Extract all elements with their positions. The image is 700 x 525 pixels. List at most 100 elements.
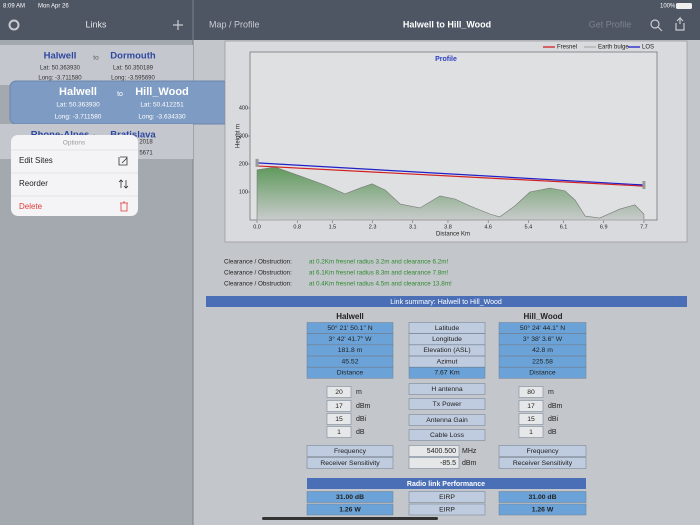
site-b-value: 225.58 [532, 358, 553, 365]
site-to: Dormouth [110, 51, 156, 62]
site-a-value: 181.8 m [338, 347, 363, 354]
site-b-input[interactable]: 1 [529, 429, 533, 436]
status-date: Mon Apr 26 [38, 4, 69, 10]
get-profile-button[interactable]: Get Profile [589, 19, 632, 29]
x-tick-label: 3.8 [444, 224, 452, 230]
legend-label: LOS [642, 45, 654, 51]
unit: m [356, 389, 362, 396]
site-b-input-box[interactable] [518, 400, 544, 412]
terrain-area [256, 166, 645, 221]
input-value[interactable]: 5400.500 [427, 448, 456, 455]
share-icon[interactable] [657, 16, 685, 32]
field-label: Frequency [334, 448, 367, 455]
legend-label: Fresnel [557, 45, 577, 51]
x-tick-label: 2.3 [369, 224, 377, 230]
site-b-value: Distance [529, 370, 556, 377]
search-icon[interactable] [650, 19, 660, 29]
field-label: Frequency [526, 448, 559, 455]
menu-item[interactable]: Delete [19, 202, 43, 211]
field-label: 7.67 Km [434, 370, 460, 377]
input-box[interactable] [408, 457, 460, 469]
site-a-input-box[interactable] [326, 413, 352, 425]
site-to: Bratislava [110, 130, 156, 141]
menu-item[interactable]: Edit Sites [19, 156, 53, 165]
site-a-input-box[interactable] [326, 386, 352, 398]
site-a-value: 3° 42' 41.7" W [328, 335, 372, 343]
site-b-value: 3° 38' 3.6" W [523, 335, 563, 343]
site-a-value-box [306, 367, 394, 379]
settings-icon[interactable] [8, 19, 20, 31]
battery-icon [676, 3, 692, 9]
series-line [257, 165, 644, 187]
site-to: Hill_Wood [135, 86, 189, 98]
site-b-input[interactable]: 80 [527, 389, 535, 396]
field-label: Longitude [432, 336, 462, 343]
lat: Lat: 50.412251 [140, 102, 184, 109]
x-tick-label: 0.8 [293, 224, 301, 230]
y-tick-label: 300 [239, 133, 248, 139]
to-word: to [117, 91, 123, 98]
site-b-input[interactable]: 15 [527, 416, 535, 423]
field-label-box [408, 429, 486, 441]
to-word: to [93, 55, 99, 62]
long: Long: -3.634330 [138, 114, 186, 121]
y-tick-label: 200 [239, 161, 248, 167]
antenna-marker [255, 158, 259, 167]
field-label: Antenna Gain [426, 417, 468, 424]
chart-title: Profile [435, 56, 457, 63]
field-label: Elevation (ASL) [423, 347, 470, 354]
menu-item[interactable]: Reorder [19, 179, 48, 188]
site-a-result: 31.00 dB [336, 494, 364, 501]
site-a-input[interactable]: 17 [335, 403, 343, 410]
trash-icon [120, 201, 128, 212]
site-b-input-box[interactable] [518, 426, 544, 438]
site-from: Halwell [59, 86, 97, 98]
add-icon[interactable] [173, 20, 183, 30]
menu-title: Options [63, 140, 86, 147]
unit: dBi [356, 416, 367, 423]
site-a-input[interactable]: 15 [335, 416, 343, 423]
site-b-input[interactable]: 17 [527, 403, 535, 410]
site-b-result: 31.00 dB [529, 494, 557, 501]
summary-title: Link summary: Halwell to Hill_Wood [390, 299, 502, 306]
field-label: Latitude [435, 325, 459, 332]
lat: Lat: 50.363930 [56, 102, 100, 109]
site-a-input-box[interactable] [326, 426, 352, 438]
site-b-input-box[interactable] [518, 386, 544, 398]
site-a-input-box[interactable] [326, 400, 352, 412]
site-b-value: 42.8 m [532, 347, 553, 354]
link-card-selected[interactable] [9, 80, 230, 125]
field-label-box [408, 414, 486, 426]
clearance-text: at 0.2Km fresnel radius 3.2m and clearan… [309, 259, 449, 266]
field-label: EIRP [439, 494, 455, 501]
lat: Lat: 50.363930 [40, 66, 81, 72]
antenna-marker [642, 181, 646, 189]
performance-title: Radio link Performance [407, 481, 485, 488]
status-time: 8:09 AM [3, 4, 25, 10]
site-a-input[interactable]: 20 [335, 389, 343, 396]
sidebar-title: Links [85, 19, 107, 29]
legend-label: Earth bulge [598, 45, 629, 51]
site-b-input-box[interactable] [518, 413, 544, 425]
field-label-box [408, 383, 486, 395]
x-tick-label: 4.6 [484, 224, 492, 230]
input-box[interactable] [408, 445, 460, 457]
site-a-value: Distance [337, 370, 364, 377]
site-a-result-box [306, 503, 394, 516]
field-label-box [498, 457, 587, 469]
long: Long: -3.711580 [55, 114, 102, 121]
unit: dB [548, 429, 557, 436]
x-tick-label: 6.1 [560, 224, 568, 230]
y-axis-label: Height m [236, 124, 242, 148]
input-value[interactable]: -85.5 [440, 460, 456, 467]
back-button[interactable]: Map / Profile [209, 19, 260, 29]
link-item[interactable] [0, 45, 193, 85]
x-tick-label: 1.5 [329, 224, 337, 230]
clearance-label: Clearance / Obstruction: [224, 259, 292, 266]
summary-bar [206, 296, 687, 307]
top-bar [0, 0, 700, 40]
site-a-result-box [306, 491, 394, 503]
unit: dBm [548, 403, 563, 410]
site-a-input[interactable]: 1 [337, 429, 341, 436]
